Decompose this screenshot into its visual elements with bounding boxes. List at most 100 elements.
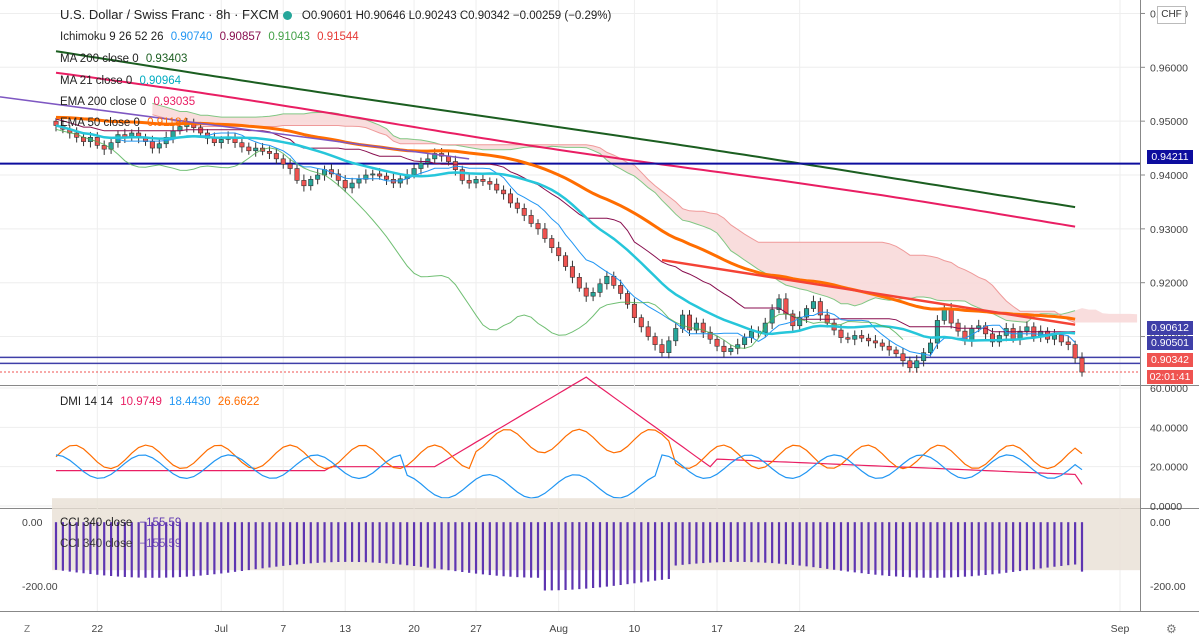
candle-body [377,173,383,177]
candle-body [659,344,665,353]
time-tick-label: 27 [470,623,482,635]
candle-body [666,340,672,353]
candle-body [335,173,341,181]
candle-body [866,337,872,342]
timezone-icon[interactable]: Z [24,624,31,635]
candle-body [287,163,293,169]
ichimoku-v1: 0.90740 [170,31,213,43]
currency-badge[interactable]: CHF [1157,6,1186,24]
candle-body [149,141,155,149]
ichimoku-v4: 0.91544 [317,31,359,43]
candle-body [934,320,940,344]
candle-body [625,293,631,305]
time-tick-label: Sep [1111,623,1130,635]
ichimoku-kijun-line [55,118,1076,333]
candle-body [907,360,913,369]
candle-body [432,153,438,160]
candle-body [996,335,1002,343]
time-tick-label: 20 [408,623,420,635]
candle-body [308,179,314,187]
candle-body [384,175,390,180]
ma200-line [55,50,1076,209]
ichimoku-span-b [152,114,1076,323]
candle-body [989,333,995,343]
time-tick-label: 24 [794,623,806,635]
candle-body [342,180,348,189]
legend-cci[interactable]: CCI 340 close −155.59 [60,516,185,530]
candle-body [590,292,596,297]
candle-body [886,345,892,351]
candle-body [563,255,569,267]
candle-body [604,275,610,285]
candle-body [1065,341,1071,345]
candle-body [253,147,259,152]
candle-body [266,151,272,154]
candle-body [273,153,279,160]
candle-body [680,314,686,329]
candle-body [1058,334,1064,343]
candle-body [700,322,706,333]
candle-body [776,298,782,310]
candle-body [108,142,114,150]
ichimoku-chikou-line [55,128,904,349]
candle-body [618,285,624,294]
legend-ema50[interactable]: EMA 50 close 0 0.91184 [60,116,192,130]
candle-body [101,145,107,150]
candle-body [707,331,713,340]
candle-body [452,161,458,170]
legend-dmi[interactable]: DMI 14 14 10.9749 18.4430 26.6622 [60,395,263,409]
symbol-title[interactable]: U.S. Dollar / Swiss Franc · 8h · FXCM [60,7,279,22]
candle-body [356,179,362,184]
candle-body [521,208,527,216]
ema50-value: 0.91184 [147,117,188,129]
settings-gear-icon[interactable]: ⚙ [1166,622,1177,636]
candle-body [473,179,479,184]
candle-body [556,247,562,257]
ema200-name: EMA 200 close 0 [60,96,147,108]
candle-body [948,308,954,324]
candle-body [246,146,252,152]
candle-body [569,266,575,278]
candle-body [597,283,603,293]
candle-body [687,314,693,331]
candle-body [900,353,906,362]
time-tick-label: 7 [280,623,286,635]
cci-tick-label: 0.00 [1150,517,1171,529]
cci-histogram [54,522,1084,591]
ohlc-readout: O0.90601 H0.90646 L0.90243 C0.90342 −0.0… [301,10,612,22]
candles-group [53,117,1085,377]
candle-body [728,348,734,352]
price-tick-label: 0.93000 [1150,224,1188,236]
dmi-tick-label: 20.0000 [1150,462,1188,474]
price-tick-label: 0.95000 [1150,116,1188,128]
legend-ema200[interactable]: EMA 200 close 0 0.93035 [60,95,199,109]
candle-body [156,143,162,149]
time-tick-label: 13 [339,623,351,635]
candle-body [838,329,844,338]
time-tick-label: 22 [91,623,103,635]
candle-body [549,238,555,248]
market-status-icon [282,11,292,20]
candle-body [535,223,541,230]
candle-body [762,322,768,333]
legend-ma200[interactable]: MA 200 close 0 0.93403 [60,52,191,66]
candle-body [349,182,355,189]
legend-ichimoku[interactable]: Ichimoku 9 26 52 26 0.90740 0.90857 0.91… [60,30,363,44]
candle-body [514,202,520,209]
price-tag-countdown: 02:01:41 [1147,370,1193,384]
candle-body [872,340,878,344]
candle-body [418,162,424,169]
candle-body [370,173,376,176]
dmi-tick-label: 60.0000 [1150,383,1188,395]
dmi-minus-line [55,428,1083,470]
candle-body [748,330,754,338]
candle-body [810,301,816,309]
legend-cci-overlay: CCI 340 close −155.59 [60,537,185,551]
price-tag-level-mid: 0.90612 [1147,321,1193,335]
legend-ma21[interactable]: MA 21 close 0 0.90964 [60,74,185,88]
dmi-adx-line [56,376,1083,485]
candle-body [859,335,865,339]
time-tick-label: Jul [215,623,228,635]
cci-tick-label-left: 0.00 [22,517,43,529]
